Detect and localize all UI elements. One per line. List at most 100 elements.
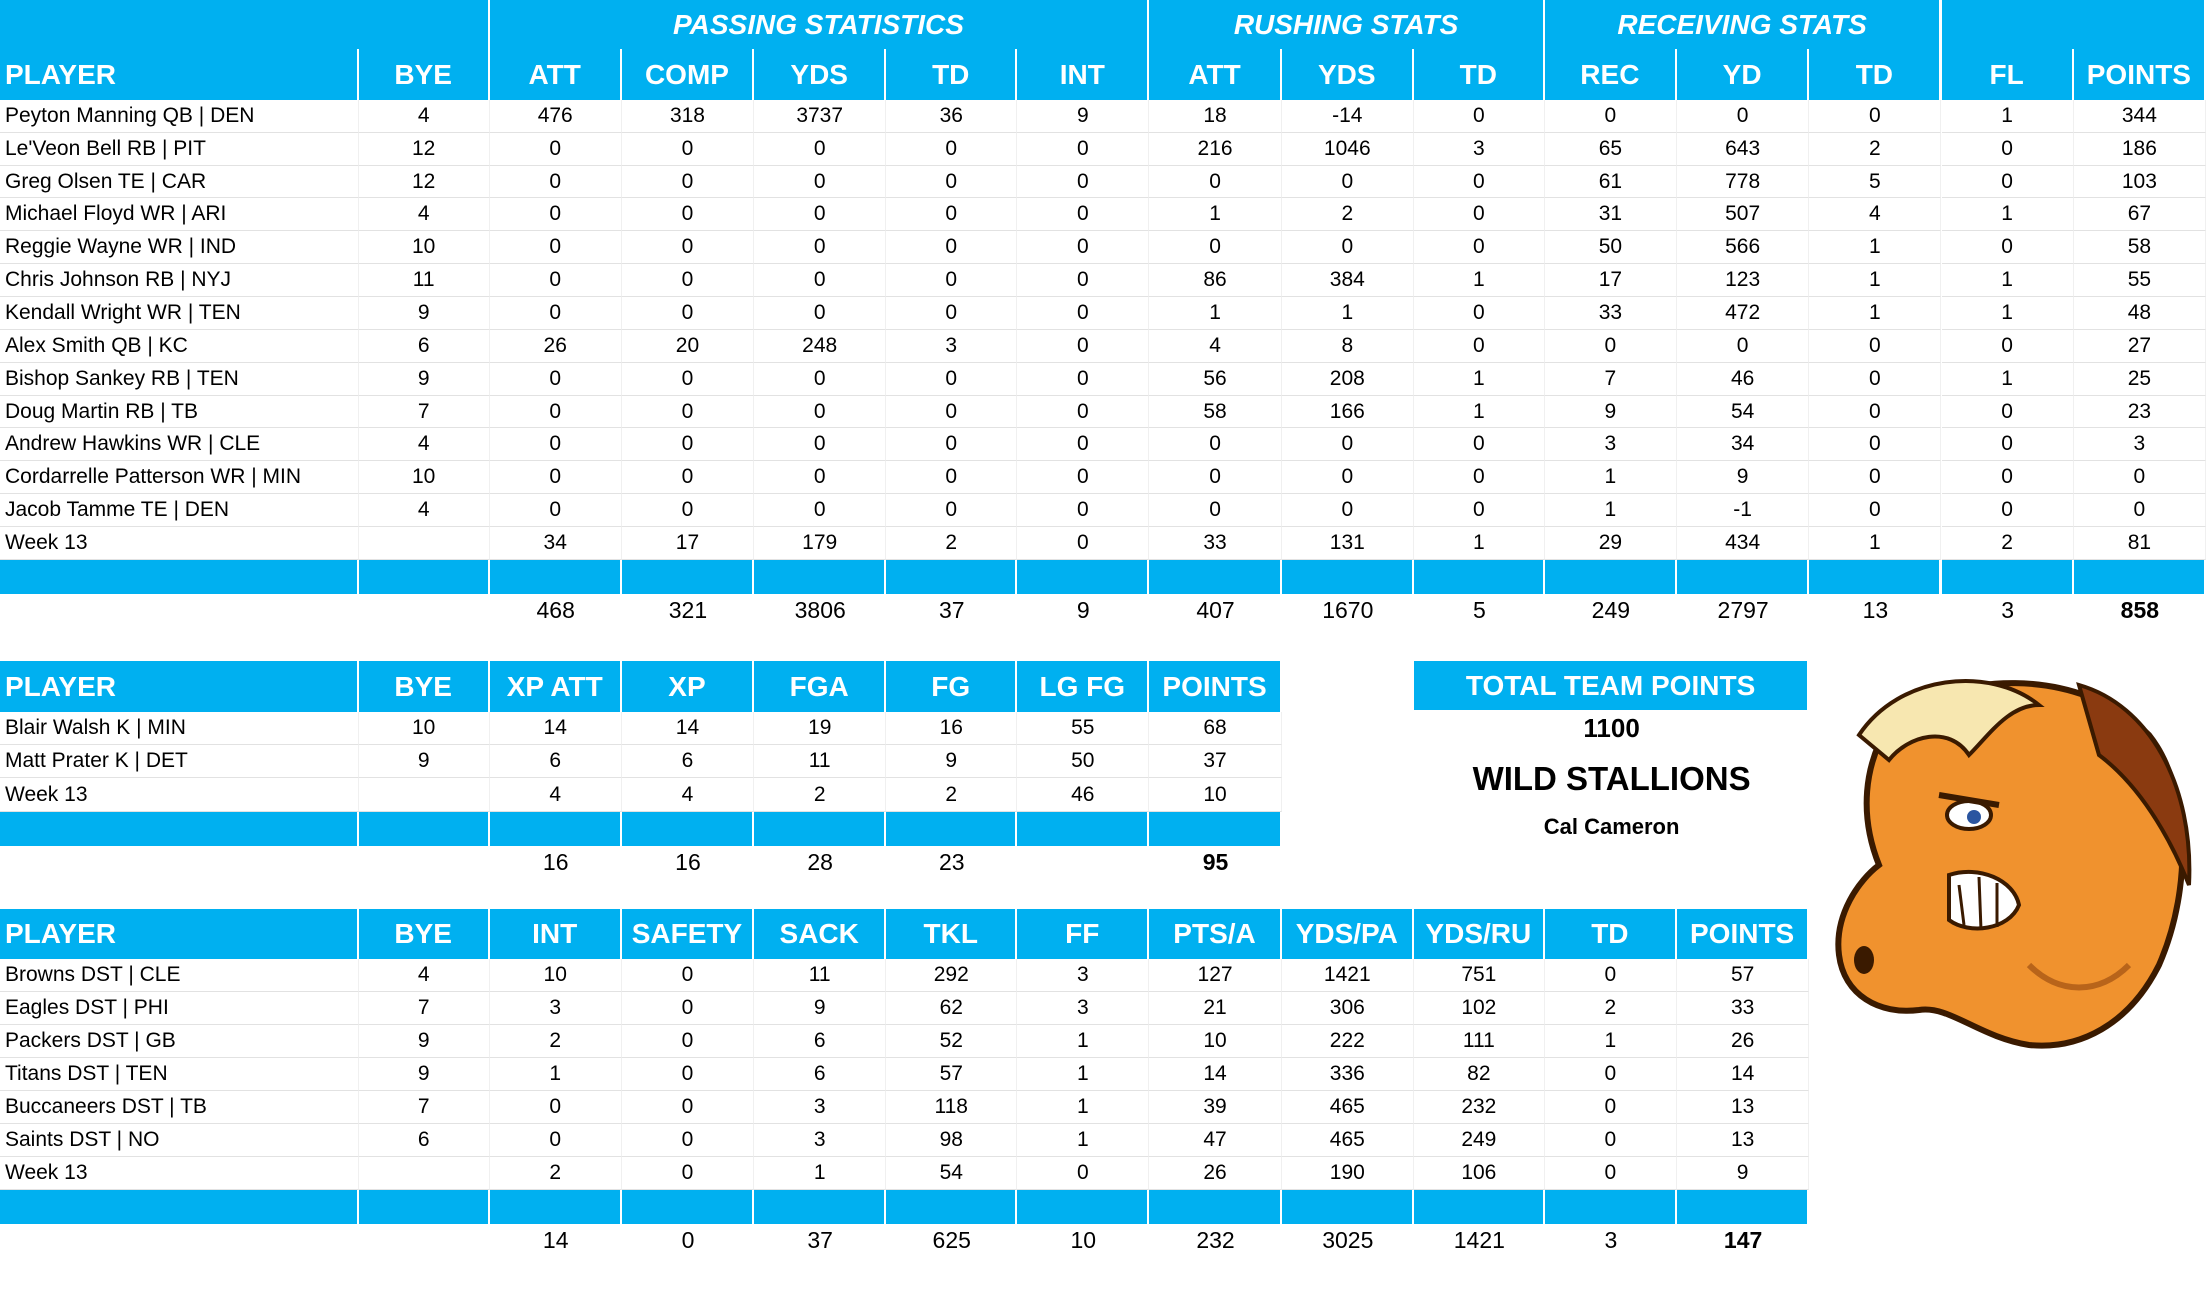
- table-cell: 465: [1281, 1124, 1414, 1158]
- table-cell: 54: [1677, 395, 1810, 429]
- table-cell: 222: [1281, 1025, 1414, 1059]
- table-cell: Matt Prater K | DET: [0, 745, 359, 779]
- table-cell: 34: [1677, 428, 1810, 462]
- table-cell: 0: [1809, 99, 1942, 133]
- table-cell: 11: [754, 745, 887, 779]
- column-header: FL: [1941, 49, 2074, 100]
- table-cell: 39: [1149, 1091, 1282, 1125]
- table-cell: 0: [1017, 132, 1150, 166]
- table-cell: 0: [1544, 1058, 1677, 1092]
- table-cell: 9: [1677, 461, 1810, 495]
- table-cell: 0: [1413, 99, 1545, 133]
- table-cell: 0: [1017, 527, 1150, 560]
- table-cell: 0: [621, 992, 755, 1026]
- table-cell: 0: [489, 362, 622, 396]
- table-cell: [358, 1157, 490, 1191]
- table-cell: 434: [1677, 527, 1810, 560]
- table-cell: 0: [886, 132, 1018, 166]
- table-cell: 249: [1413, 1124, 1545, 1158]
- table-cell: 2: [886, 778, 1018, 812]
- total-cell: 5: [1472, 597, 1486, 624]
- table-cell: 0: [621, 428, 755, 462]
- table-cell: 0: [621, 132, 755, 166]
- table-cell: 0: [621, 198, 755, 232]
- table-cell: Browns DST | CLE: [0, 959, 359, 993]
- table-cell: Packers DST | GB: [0, 1025, 359, 1059]
- table-cell: 0: [621, 959, 755, 993]
- column-header: YDS/RU: [1413, 908, 1545, 960]
- table-cell: Blair Walsh K | MIN: [0, 711, 359, 746]
- table-cell: 0: [489, 264, 622, 298]
- table-cell: 0: [1809, 494, 1942, 528]
- table-cell: 0: [1677, 329, 1810, 363]
- table-cell: 1: [1017, 1124, 1150, 1158]
- total-cell: 14: [542, 1227, 569, 1254]
- table-cell: 118: [886, 1091, 1018, 1125]
- table-cell: 0: [1941, 329, 2074, 363]
- table-cell: 3: [754, 1091, 887, 1125]
- table-cell: 1421: [1281, 959, 1414, 993]
- table-cell: 17: [621, 527, 755, 560]
- table-cell: 0: [1544, 959, 1677, 993]
- table-cell: 1: [1413, 395, 1545, 429]
- column-header: PTS/A: [1149, 908, 1282, 960]
- spacer-row: [489, 1190, 622, 1224]
- table-cell: 62: [886, 992, 1018, 1026]
- table-cell: 3737: [754, 99, 887, 133]
- table-cell: 1: [1544, 1025, 1677, 1059]
- spacer-row: [1017, 1190, 1150, 1224]
- table-cell: Reggie Wayne WR | IND: [0, 231, 359, 265]
- table-cell: 4: [358, 959, 490, 993]
- table-cell: 34: [489, 527, 622, 560]
- column-header: BYE: [358, 49, 490, 100]
- table-cell: 465: [1281, 1091, 1414, 1125]
- table-cell: 1: [1809, 264, 1942, 298]
- table-cell: 23: [2073, 395, 2206, 429]
- table-cell: 58: [1149, 395, 1282, 429]
- column-header: INT: [489, 908, 622, 960]
- table-cell: 61: [1544, 165, 1677, 199]
- total-cell: 321: [668, 597, 708, 624]
- table-cell: 5: [1809, 165, 1942, 199]
- team-header: TOTAL TEAM POINTS: [1413, 661, 1810, 711]
- table-cell: 4: [358, 99, 490, 133]
- table-cell: 19: [754, 711, 887, 746]
- table-cell: 1: [489, 1058, 622, 1092]
- table-cell: 10: [358, 711, 490, 746]
- table-cell: 11: [358, 264, 490, 298]
- table-cell: 1: [1941, 99, 2074, 133]
- table-cell: Eagles DST | PHI: [0, 992, 359, 1026]
- spacer-row: [0, 559, 359, 594]
- spacer-row: [1677, 1190, 1810, 1224]
- table-cell: 2: [1281, 198, 1414, 232]
- table-cell: 14: [1677, 1058, 1810, 1092]
- table-cell: 0: [1809, 461, 1942, 495]
- column-header: BYE: [358, 661, 490, 712]
- column-header: YDS/PA: [1281, 908, 1414, 960]
- table-cell: 0: [1544, 1124, 1677, 1158]
- table-cell: 1: [1413, 264, 1545, 298]
- table-cell: 67: [2073, 198, 2206, 232]
- table-cell: 4: [358, 494, 490, 528]
- table-cell: 0: [2073, 494, 2206, 528]
- table-cell: 0: [886, 264, 1018, 298]
- table-cell: 0: [1413, 461, 1545, 495]
- spacer-row: [621, 559, 755, 594]
- table-cell: 11: [754, 959, 887, 993]
- table-cell: 0: [1017, 395, 1150, 429]
- table-cell: Le'Veon Bell RB | PIT: [0, 132, 359, 166]
- table-cell: 2: [1941, 527, 2074, 560]
- table-cell: 0: [754, 494, 887, 528]
- table-cell: 9: [358, 1058, 490, 1092]
- table-cell: 13: [1677, 1091, 1810, 1125]
- group-header: RUSHING STATS: [1149, 0, 1545, 50]
- table-cell: 1: [1017, 1058, 1150, 1092]
- table-cell: 778: [1677, 165, 1810, 199]
- table-cell: 102: [1413, 992, 1545, 1026]
- table-cell: 26: [1677, 1025, 1810, 1059]
- table-cell: 86: [1149, 264, 1282, 298]
- table-cell: 0: [886, 165, 1018, 199]
- table-cell: 2: [1544, 992, 1677, 1026]
- spacer-row: [358, 811, 490, 846]
